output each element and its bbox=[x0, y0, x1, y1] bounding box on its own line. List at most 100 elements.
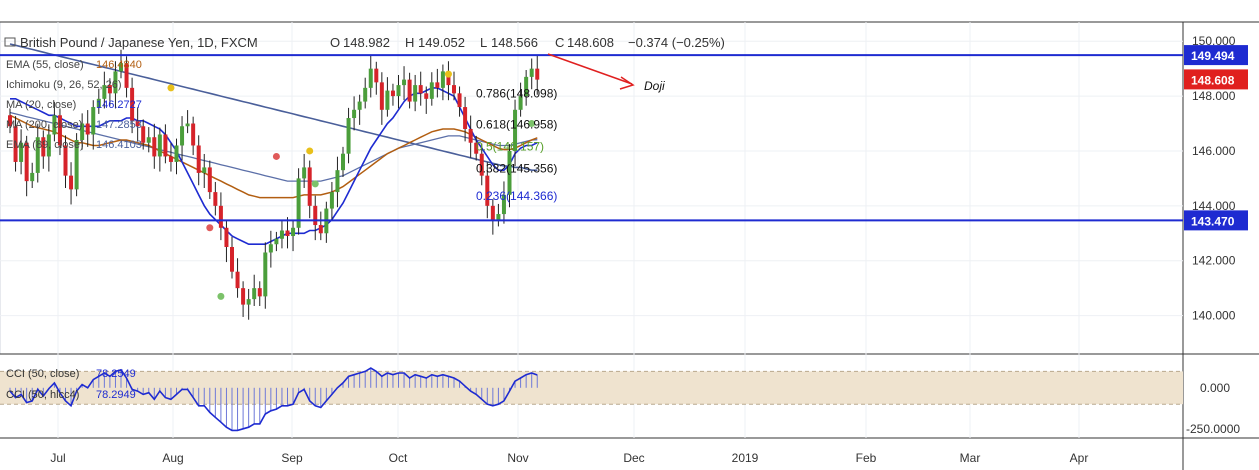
candle-up[interactable] bbox=[341, 153, 345, 171]
candle-down[interactable] bbox=[307, 167, 312, 206]
candle-down[interactable] bbox=[257, 288, 262, 297]
candle-down[interactable] bbox=[390, 90, 395, 97]
candle-up[interactable] bbox=[35, 137, 40, 173]
candle-up[interactable] bbox=[274, 238, 279, 245]
candle-down[interactable] bbox=[141, 126, 146, 143]
candle-down[interactable] bbox=[41, 137, 46, 157]
candle-up[interactable] bbox=[91, 107, 96, 135]
candle-up[interactable] bbox=[501, 194, 506, 215]
candle-down[interactable] bbox=[152, 137, 157, 157]
candle-up[interactable] bbox=[396, 85, 401, 97]
candle-down[interactable] bbox=[241, 288, 246, 305]
candle-down[interactable] bbox=[285, 230, 290, 237]
candle-down[interactable] bbox=[452, 85, 456, 94]
candle-down[interactable] bbox=[479, 153, 484, 176]
candle-down[interactable] bbox=[224, 227, 229, 247]
candles[interactable] bbox=[8, 49, 540, 320]
candle-down[interactable] bbox=[235, 271, 240, 289]
candle-up[interactable] bbox=[507, 150, 512, 195]
candle-up[interactable] bbox=[263, 252, 268, 297]
indicator-label[interactable]: EMA (89, close) bbox=[6, 139, 84, 151]
candle-down[interactable] bbox=[24, 142, 29, 182]
candle-down[interactable] bbox=[163, 134, 168, 157]
indicator-label[interactable]: Ichimoku (9, 26, 52, 26) bbox=[6, 79, 122, 91]
indicator-label[interactable]: EMA (55, close) bbox=[6, 59, 84, 71]
candle-up[interactable] bbox=[246, 299, 251, 305]
candle-up[interactable] bbox=[402, 79, 407, 86]
candle-up[interactable] bbox=[268, 244, 273, 253]
candle-up[interactable] bbox=[513, 109, 518, 151]
candle-down[interactable] bbox=[230, 246, 234, 272]
candle-down[interactable] bbox=[463, 107, 468, 130]
candle-down[interactable] bbox=[318, 225, 323, 234]
candle-down[interactable] bbox=[457, 93, 462, 108]
indicator-label[interactable]: MA (200, close) bbox=[6, 119, 82, 131]
price-axis[interactable]: 150.000 148.000 146.000 144.000 142.000 140.0… bbox=[1186, 34, 1240, 436]
symbol-legend[interactable]: British Pound / Japanese Yen, 1D, FXCM O… bbox=[4, 35, 725, 50]
candle-down[interactable] bbox=[107, 85, 112, 94]
candle-down[interactable] bbox=[8, 115, 12, 127]
candle-up[interactable] bbox=[496, 214, 501, 220]
candle-up[interactable] bbox=[329, 192, 334, 209]
candle-up[interactable] bbox=[119, 63, 123, 72]
candle-down[interactable] bbox=[13, 126, 18, 162]
candle-up[interactable] bbox=[46, 134, 51, 157]
candle-up[interactable] bbox=[252, 288, 257, 300]
candle-down[interactable] bbox=[218, 205, 223, 228]
cci-label-2[interactable]: CCI (50, hlcc4) bbox=[6, 389, 79, 401]
candle-down[interactable] bbox=[207, 167, 212, 193]
candle-up[interactable] bbox=[291, 227, 296, 237]
candle-up[interactable] bbox=[174, 145, 179, 162]
candle-up[interactable] bbox=[440, 71, 445, 88]
candle-up[interactable] bbox=[413, 85, 418, 102]
candle-up[interactable] bbox=[96, 98, 101, 108]
candle-up[interactable] bbox=[346, 118, 351, 154]
indicator-legend[interactable]: EMA (55, close) 146.4840 Ichimoku (9, 26, … bbox=[6, 59, 142, 151]
candle-down[interactable] bbox=[424, 93, 429, 99]
candle-down[interactable] bbox=[407, 79, 412, 102]
candle-up[interactable] bbox=[385, 90, 390, 110]
candle-up[interactable] bbox=[279, 230, 284, 239]
candle-down[interactable] bbox=[196, 145, 201, 173]
candle-down[interactable] bbox=[485, 175, 490, 206]
doji-annotation[interactable]: Doji bbox=[644, 79, 665, 93]
candle-up[interactable] bbox=[80, 123, 85, 140]
candle-down[interactable] bbox=[446, 71, 451, 86]
candle-up[interactable] bbox=[102, 85, 107, 99]
candle-up[interactable] bbox=[302, 167, 307, 179]
candle-down[interactable] bbox=[474, 142, 479, 154]
candle-up[interactable] bbox=[352, 109, 357, 119]
candle-down[interactable] bbox=[418, 85, 423, 94]
candle-down[interactable] bbox=[168, 156, 173, 162]
candle-down[interactable] bbox=[213, 192, 218, 206]
candle-up[interactable] bbox=[529, 68, 534, 77]
candle-up[interactable] bbox=[357, 101, 362, 110]
doji-arrow-line[interactable] bbox=[547, 53, 633, 85]
candle-down[interactable] bbox=[468, 129, 473, 143]
cci-label-1[interactable]: CCI (50, close) bbox=[6, 368, 79, 380]
candle-down[interactable] bbox=[130, 87, 135, 121]
candle-up[interactable] bbox=[146, 137, 151, 143]
candle-up[interactable] bbox=[113, 71, 118, 94]
candle-down[interactable] bbox=[435, 82, 440, 88]
candle-down[interactable] bbox=[191, 123, 196, 146]
candle-up[interactable] bbox=[180, 126, 185, 146]
candle-down[interactable] bbox=[313, 205, 318, 226]
candle-up[interactable] bbox=[368, 68, 373, 88]
candle-down[interactable] bbox=[374, 68, 379, 83]
collapse-icon[interactable] bbox=[4, 37, 16, 47]
candle-down[interactable] bbox=[85, 123, 90, 135]
candle-up[interactable] bbox=[30, 172, 35, 182]
candle-down[interactable] bbox=[379, 82, 384, 110]
candle-up[interactable] bbox=[518, 96, 523, 110]
candle-up[interactable] bbox=[363, 87, 368, 102]
candle-up[interactable] bbox=[74, 139, 79, 190]
candle-up[interactable] bbox=[296, 178, 301, 228]
candle-down[interactable] bbox=[490, 205, 495, 220]
candle-up[interactable] bbox=[52, 115, 57, 135]
candle-up[interactable] bbox=[429, 82, 434, 99]
candle-down[interactable] bbox=[124, 63, 129, 88]
candle-up[interactable] bbox=[157, 134, 162, 157]
candle-up[interactable] bbox=[185, 123, 190, 127]
